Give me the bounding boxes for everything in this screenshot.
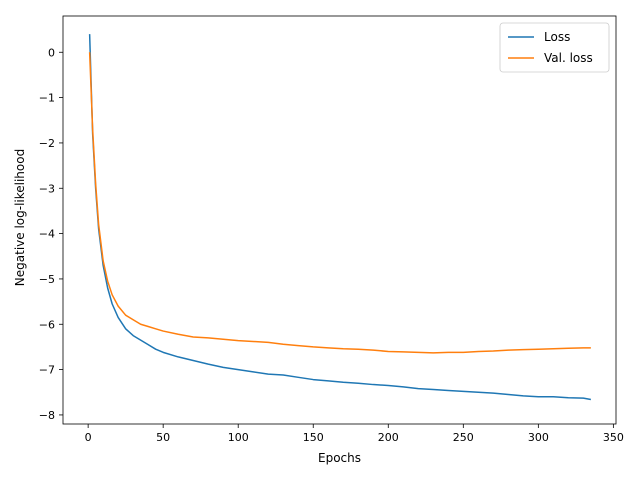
x-tick-label: 350	[603, 431, 624, 444]
legend-label-0: Loss	[544, 30, 570, 44]
x-tick-label: 150	[303, 431, 324, 444]
y-tick-label: 0	[48, 46, 55, 59]
y-tick-label: −5	[39, 273, 55, 286]
plot-area	[88, 34, 591, 401]
series-line-1	[88, 52, 591, 354]
legend: Loss Val. loss	[499, 22, 610, 73]
x-tick-label: 0	[85, 431, 92, 444]
series-line-0	[88, 34, 591, 401]
x-tick-label: 100	[228, 431, 249, 444]
y-axis-label: Negative log-likelihood	[13, 149, 27, 286]
x-axis-label: Epochs	[318, 451, 361, 465]
axes-frame	[62, 15, 617, 425]
x-tick-label: 50	[156, 431, 170, 444]
legend-label-1: Val. loss	[544, 51, 593, 65]
y-tick-label: −2	[39, 137, 55, 150]
y-tick-label: −7	[39, 364, 55, 377]
x-tick-label: 250	[453, 431, 474, 444]
y-tick-label: −1	[39, 92, 55, 105]
y-tick-label: −8	[39, 409, 55, 422]
x-tick-label: 300	[528, 431, 549, 444]
y-tick-label: −4	[39, 228, 55, 241]
y-tick-label: −3	[39, 182, 55, 195]
axes: 0 50 100 150 200 250 300 350 0 −1 −2 −3 −4 −5 −6 −7 −8	[39, 15, 624, 444]
x-tick-label: 200	[378, 431, 399, 444]
y-tick-label: −6	[39, 318, 55, 331]
legend-box	[499, 22, 610, 73]
